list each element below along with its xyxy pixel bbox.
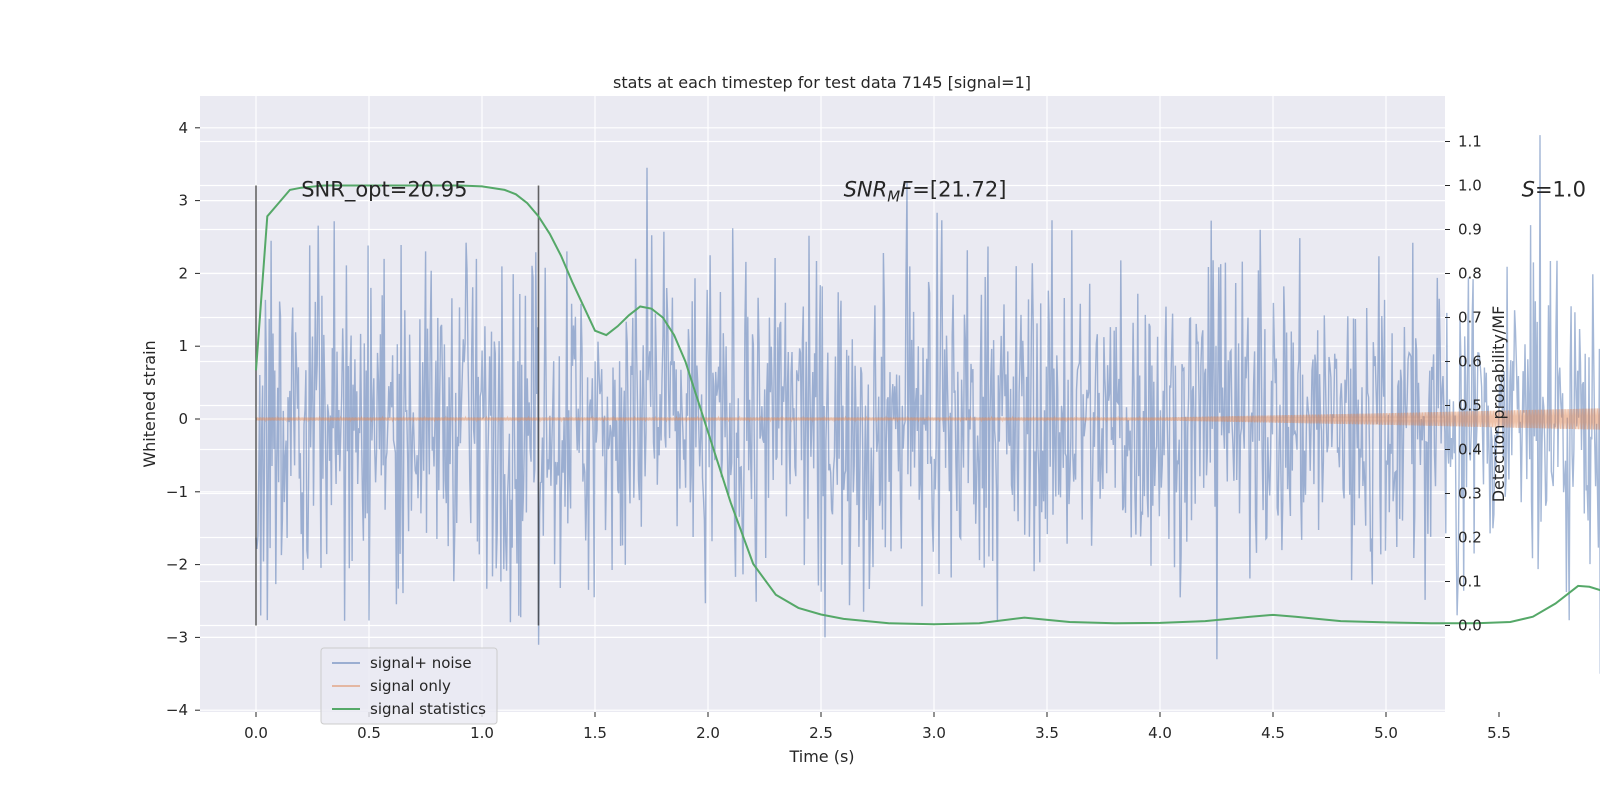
legend-label-signal-statistics: signal statistics [370, 700, 486, 718]
x-tick-label: 3.0 [922, 724, 946, 742]
y2-tick-label: 0.7 [1458, 309, 1482, 327]
series-signal-noise-line [255, 135, 1600, 674]
y-tick-label: 3 [178, 192, 188, 210]
annotation-text: SNR_opt=20.95 [301, 178, 467, 203]
y-tick-label: −4 [166, 701, 188, 719]
x-tick-label: 5.0 [1374, 724, 1398, 742]
y2-axis-label: Detection probability/MF [1489, 306, 1508, 503]
x-axis: 0.00.51.01.52.02.53.03.54.04.55.05.56.06… [244, 712, 1511, 742]
y-axis-right: 1.1 1.0 0.9 0.8 0.7 0.6 0.5 0.4 0.3 0.2 0.1 0.0 [1445, 133, 1482, 635]
legend-label-signal-only: signal only [370, 677, 451, 695]
x-tick-label: 3.5 [1035, 724, 1059, 742]
y-tick-label: 2 [178, 264, 188, 282]
y-tick-label: −2 [166, 556, 188, 574]
y2-tick-label: 0.4 [1458, 441, 1482, 459]
y2-tick-label: 0.3 [1458, 485, 1482, 503]
annotation-text: S=1.0 [1522, 178, 1586, 202]
y-tick-label: 4 [178, 119, 188, 137]
data-layer [255, 135, 1600, 674]
y-axis-left: 4 3 2 1 0 −1 −2 −3 −4 [166, 119, 200, 719]
y2-tick-label: 0.2 [1458, 529, 1482, 547]
x-tick-label: 4.0 [1148, 724, 1172, 742]
y2-tick-label: 1.0 [1458, 177, 1482, 195]
y-axis-label: Whitened strain [140, 340, 159, 467]
x-tick-label: 0.5 [357, 724, 381, 742]
vertical-markers [255, 185, 540, 626]
y2-tick-label: 0.1 [1458, 573, 1482, 591]
y-tick-label: 1 [178, 337, 188, 355]
x-tick-label: 2.0 [696, 724, 720, 742]
x-tick-label: 2.5 [809, 724, 833, 742]
annotation-text: SNRMF=[21.72] [844, 178, 1007, 206]
y2-tick-label: 0.9 [1458, 221, 1482, 239]
legend: signal+ noise signal only signal statist… [320, 647, 498, 725]
x-axis-label: Time (s) [788, 747, 854, 766]
legend-box [320, 647, 498, 725]
x-tick-label: 5.5 [1487, 724, 1511, 742]
series-signal-only-line [255, 408, 1600, 430]
x-tick-label: 0.0 [244, 724, 268, 742]
y2-tick-label: 0.5 [1458, 397, 1482, 415]
y-tick-label: 0 [178, 410, 188, 428]
series-signal-statistics-line [255, 184, 1600, 626]
x-tick-label: 1.0 [470, 724, 494, 742]
y2-tick-label: 0.6 [1458, 353, 1482, 371]
y-tick-label: −1 [166, 483, 188, 501]
x-tick-label: 1.5 [583, 724, 607, 742]
y-tick-label: −3 [166, 628, 188, 646]
legend-label-signal-noise: signal+ noise [370, 654, 472, 672]
y2-tick-label: 0.8 [1458, 265, 1482, 283]
y2-tick-label: 0.0 [1458, 617, 1482, 635]
y2-tick-label: 1.1 [1458, 133, 1482, 151]
x-tick-label: 4.5 [1261, 724, 1285, 742]
chart-title: stats at each timestep for test data 714… [613, 73, 1031, 92]
